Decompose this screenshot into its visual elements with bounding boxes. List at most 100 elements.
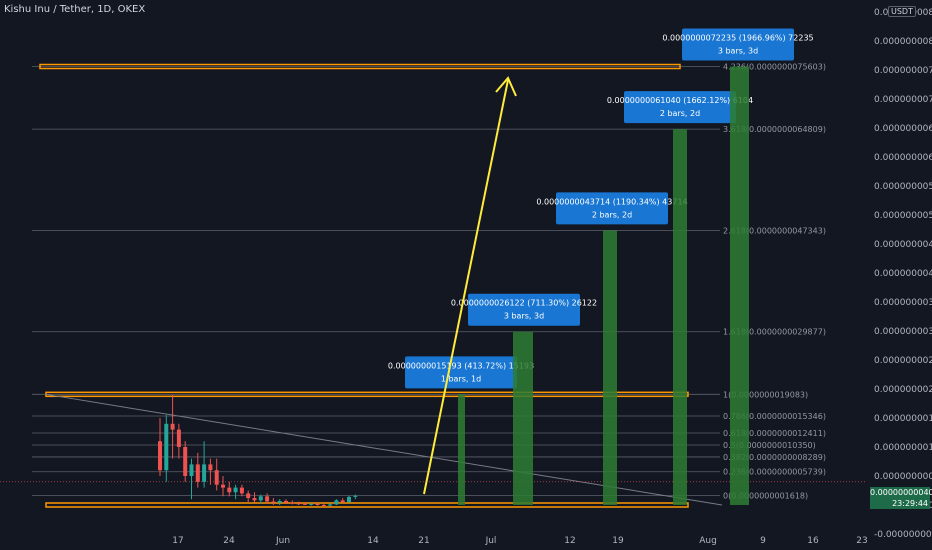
projection-bar (673, 129, 687, 506)
x-tick-label: 23 (856, 536, 867, 546)
y-tick-label: 0.0000000045000 (874, 240, 932, 250)
x-tick-label: Jul (485, 536, 497, 546)
current-price-value: 0.0000000004002 (870, 488, 932, 497)
y-tick-label: 0.0000000040000 (874, 269, 932, 279)
projection-bar (730, 66, 749, 506)
candle-body (353, 495, 358, 497)
current-price-tag: 0.0000000004002 23:29:44 (870, 487, 932, 509)
y-tick-label: 0.0000000065000 (874, 124, 932, 134)
projection-label-bars: 1 bars, 1d (441, 374, 481, 383)
projection-label-value: 0.0000000072235 (1966.96%) 72235 (662, 34, 813, 43)
fib-level-label: 0.382(0.0000000008289) (723, 453, 826, 462)
candle-body (195, 464, 200, 482)
projection-label-bars: 3 bars, 3d (504, 312, 544, 321)
candle-body (328, 504, 333, 506)
candle-body (170, 423, 175, 430)
y-tick-label: 0.0000000030000 (874, 327, 932, 337)
projection-label-bars: 2 bars, 2d (660, 109, 700, 118)
fib-level-label: 2.618(0.0000000047343) (723, 226, 826, 235)
y-tick-label: 0.0000000075000 (874, 66, 932, 76)
y-tick-label: 0.0000000055000 (874, 182, 932, 192)
candle-body (208, 464, 213, 471)
projection-label-value: 0.0000000043714 (1190.34%) 43714 (536, 197, 687, 206)
fib-level-label: 0(0.0000000001618) (723, 492, 808, 501)
candle-body (302, 503, 307, 505)
x-tick-label: 19 (612, 536, 624, 546)
y-tick-label: 0.0000000025000 (874, 356, 932, 366)
candle-body (284, 500, 288, 503)
candle-body (252, 498, 257, 501)
x-tick-label: Aug (699, 536, 717, 546)
target-arrow (423, 79, 509, 495)
projection-label-box (556, 192, 668, 225)
y-tick-label: 0.0000000070000 (874, 95, 932, 105)
x-tick-label: 17 (172, 536, 183, 546)
trend-line (45, 393, 723, 506)
x-tick-label: 21 (418, 536, 429, 546)
candle-body (227, 487, 232, 493)
candle-body (221, 484, 225, 488)
candle-body (176, 429, 181, 447)
candle-body (202, 464, 207, 482)
y-tick-label: 0.0000000015000 (874, 414, 932, 424)
x-tick-label: 9 (760, 536, 766, 546)
candle-body (334, 500, 339, 505)
fib-level-label: 0.236(0.0000000005739) (723, 468, 826, 477)
y-tick-label: -0.0000000005000 (874, 530, 932, 540)
fib-level-label: 0.5(0.0000000010350) (723, 441, 816, 450)
x-tick-label: 24 (223, 536, 235, 546)
candle-body (183, 447, 188, 476)
candle-body (347, 496, 351, 503)
projection-label-bars: 3 bars, 3d (718, 47, 758, 56)
support-zone (45, 502, 689, 508)
y-tick-label: 0.0000000010000 (874, 443, 932, 453)
x-tick-label: 14 (367, 536, 379, 546)
candle-body (277, 500, 282, 503)
fib-level-label: 4.236(0.0000000075603) (723, 63, 826, 72)
candle-body (315, 503, 320, 505)
candle-body (265, 496, 270, 502)
y-tick-label: 0.0000000035000 (874, 298, 932, 308)
projection-label-box (468, 293, 580, 326)
candle-body (296, 503, 301, 505)
fib-level-label: 0.618(0.0000000012411) (723, 429, 826, 438)
currency-label[interactable]: USDT (888, 6, 916, 17)
projection-label-value: 0.0000000061040 (1662.12%) 6104 (607, 96, 753, 105)
candle-body (214, 470, 219, 485)
fib-level-label: 1.618(0.0000000029877) (723, 328, 826, 337)
candle-body (246, 493, 251, 499)
candle-body (290, 502, 295, 504)
fib-level-label: 3.618(0.0000000064809) (723, 125, 826, 134)
candle-body (321, 505, 326, 506)
candle-body (258, 496, 263, 501)
fib-level-label: 0.786(0.0000000015346) (723, 412, 826, 421)
y-tick-label: 0.0000000005000 (874, 472, 932, 482)
projection-label-box (682, 28, 794, 61)
projection-bar (513, 331, 533, 505)
y-tick-label: 0.0000000050000 (874, 211, 932, 221)
target-arrow-head (495, 76, 517, 97)
candle-body (239, 487, 244, 494)
x-tick-label: 16 (807, 536, 819, 546)
y-tick-label: 0.0000000060000 (874, 153, 932, 163)
projection-bar (603, 230, 617, 506)
symbol-title: Kishu Inu / Tether, 1D, OKEX (4, 4, 146, 15)
y-tick-label: 0.0000000080000 (874, 37, 932, 47)
current-price-countdown: 23:29:44 (892, 499, 928, 508)
candle-body (164, 423, 169, 471)
projection-label-value: 0.0000000026122 (711.30%) 26122 (451, 299, 597, 308)
candle-body (271, 501, 276, 503)
projection-label-box (405, 356, 517, 389)
candle-body (189, 464, 194, 476)
y-tick-label: 0.0000000020000 (874, 385, 932, 395)
x-tick-label: 12 (564, 536, 575, 546)
candle-body (309, 503, 314, 505)
candle-body (233, 487, 238, 493)
projection-label-value: 0.0000000015193 (413.72%) 15193 (388, 361, 534, 370)
x-tick-label: Jun (275, 536, 290, 546)
support-zone (39, 63, 681, 70)
projection-bar (458, 394, 465, 505)
candle-body (340, 500, 345, 503)
candle-body (158, 441, 162, 471)
